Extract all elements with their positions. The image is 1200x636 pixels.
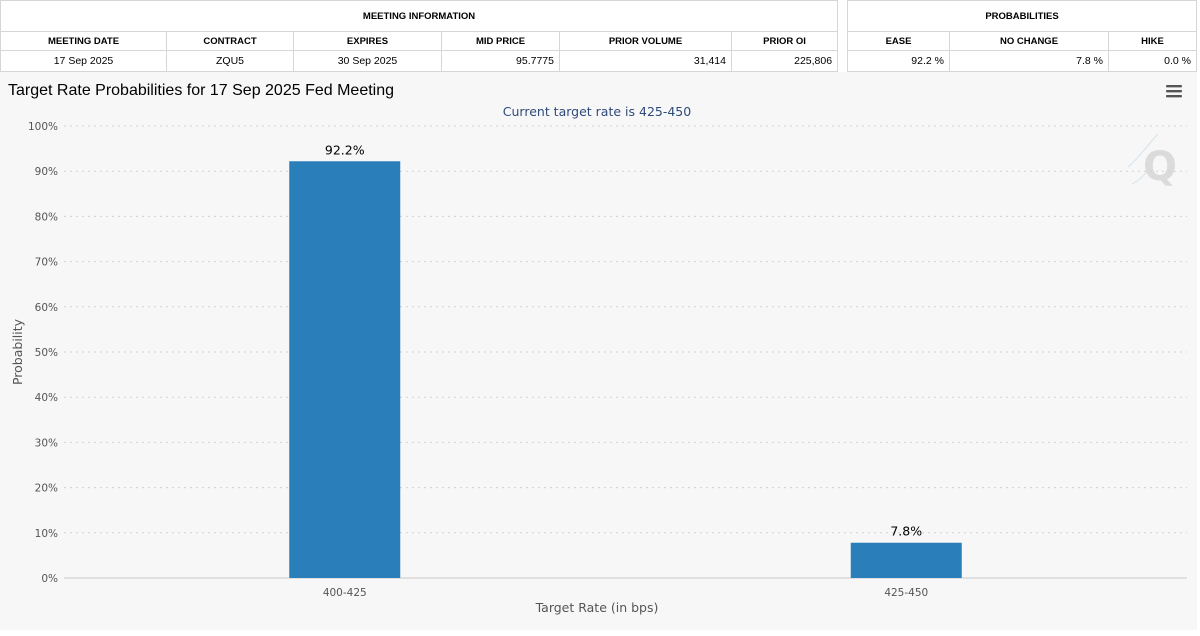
probabilities-table: PROBABILITIES EASE NO CHANGE HIKE 92.2 %… bbox=[846, 0, 1198, 72]
ease-cell: 92.2 % bbox=[847, 50, 950, 72]
y-tick-label: 0% bbox=[41, 573, 58, 585]
contract-header: CONTRACT bbox=[166, 31, 294, 51]
y-tick-label: 90% bbox=[35, 166, 58, 178]
data-label: 7.8% bbox=[890, 524, 922, 539]
y-tick-label: 10% bbox=[35, 528, 58, 540]
expires-header: EXPIRES bbox=[293, 31, 442, 51]
chart-subtitle: Current target rate is 425-450 bbox=[503, 104, 691, 119]
ease-header: EASE bbox=[847, 31, 950, 51]
y-tick-label: 40% bbox=[35, 392, 58, 404]
chart-panel: Target Rate Probabilities for 17 Sep 202… bbox=[0, 72, 1197, 630]
meeting-information-table: MEETING INFORMATION MEETING DATE CONTRAC… bbox=[0, 0, 839, 72]
x-tick-label: 425-450 bbox=[884, 587, 928, 599]
bar-chart: Target Rate Probabilities for 17 Sep 202… bbox=[8, 81, 1187, 615]
prior-oi-header: PRIOR OI bbox=[730, 31, 839, 51]
prior-volume-header: PRIOR VOLUME bbox=[559, 31, 732, 51]
hike-cell: 0.0 % bbox=[1107, 50, 1198, 72]
mid-price-cell: 95.7775 bbox=[441, 50, 560, 72]
chart-title: Target Rate Probabilities for 17 Sep 202… bbox=[8, 82, 394, 99]
bar[interactable] bbox=[289, 161, 401, 579]
meeting-date-header: MEETING DATE bbox=[0, 31, 167, 51]
y-axis-label: Probability bbox=[10, 318, 25, 385]
mid-price-header: MID PRICE bbox=[441, 31, 560, 51]
meeting-information-group-header: MEETING INFORMATION bbox=[0, 0, 839, 32]
meeting-date-cell: 17 Sep 2025 bbox=[0, 50, 167, 72]
y-axis-ticks: 0% 10% 20% 30% 40% 50% 60% 70% 80% 90% 100% bbox=[28, 121, 58, 585]
svg-text:Q: Q bbox=[1143, 144, 1177, 190]
y-tick-label: 60% bbox=[35, 302, 58, 314]
expires-cell: 30 Sep 2025 bbox=[293, 50, 442, 72]
x-tick-label: 400-425 bbox=[323, 587, 367, 599]
no-change-header: NO CHANGE bbox=[949, 31, 1109, 51]
prior-volume-cell: 31,414 bbox=[559, 50, 732, 72]
bar[interactable] bbox=[850, 542, 962, 578]
hike-header: HIKE bbox=[1107, 31, 1198, 51]
contract-cell: ZQU5 bbox=[166, 50, 294, 72]
data-label: 92.2% bbox=[325, 142, 365, 157]
x-axis-label: Target Rate (in bps) bbox=[535, 600, 659, 615]
y-tick-label: 50% bbox=[35, 347, 58, 359]
q-logo-icon: Q bbox=[1127, 133, 1177, 190]
x-axis-ticks: 400-425 425-450 bbox=[323, 587, 928, 599]
y-tick-label: 80% bbox=[35, 211, 58, 223]
hamburger-menu-icon[interactable] bbox=[1162, 81, 1186, 103]
y-tick-label: 70% bbox=[35, 257, 58, 269]
bar-series: 92.2% 7.8% bbox=[289, 142, 962, 579]
table-row: 92.2 % 7.8 % 0.0 % bbox=[847, 50, 1198, 72]
probabilities-group-header: PROBABILITIES bbox=[846, 0, 1198, 32]
grid-lines bbox=[64, 125, 1187, 534]
y-tick-label: 30% bbox=[35, 437, 58, 449]
prior-oi-cell: 225,806 bbox=[730, 50, 839, 72]
y-tick-label: 100% bbox=[28, 121, 58, 133]
table-row: 17 Sep 2025 ZQU5 30 Sep 2025 95.7775 31,… bbox=[0, 50, 839, 72]
y-tick-label: 20% bbox=[35, 483, 58, 495]
no-change-cell: 7.8 % bbox=[949, 50, 1109, 72]
